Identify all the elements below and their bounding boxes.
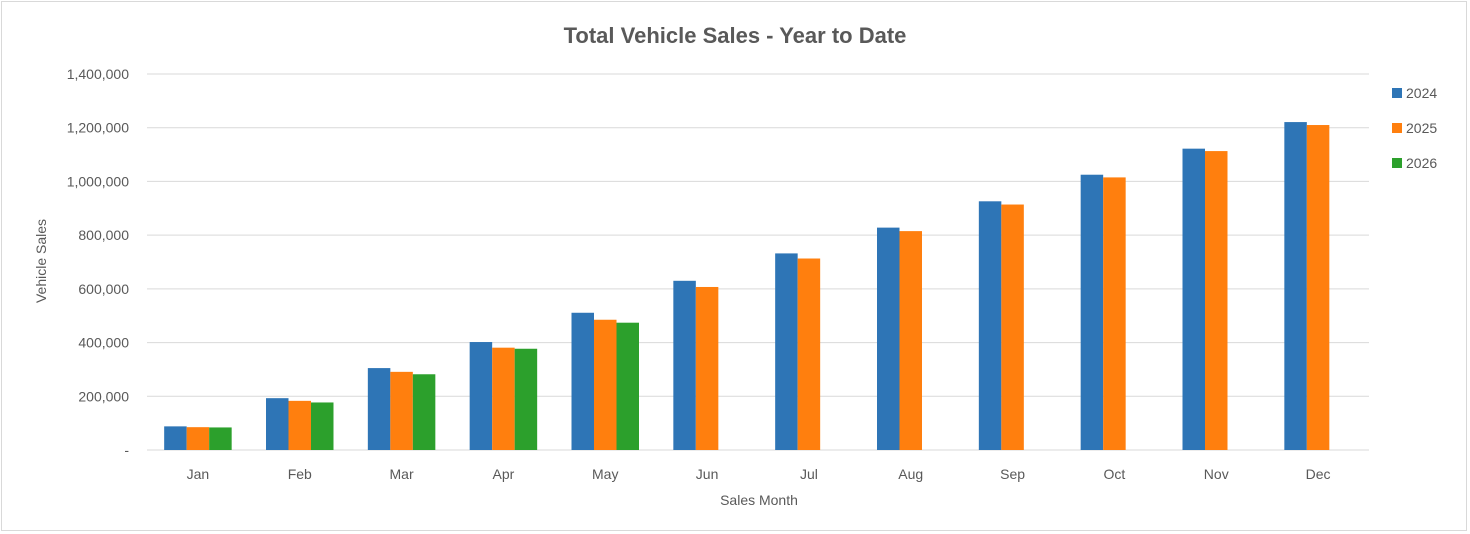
bar-2025-Jul [797, 258, 821, 450]
x-tick-label: Apr [493, 466, 515, 482]
x-tick-label: Sep [1000, 466, 1025, 482]
bar-2024-Aug [877, 227, 900, 450]
legend-swatch-2025 [1392, 123, 1402, 133]
bar-2024-May [571, 312, 594, 450]
x-tick-label: Jul [800, 466, 818, 482]
y-tick-label: 200,000 [78, 388, 129, 404]
y-tick-label: 1,000,000 [67, 173, 129, 189]
legend-label-2026: 2026 [1406, 155, 1437, 171]
bar-2025-Feb [288, 400, 311, 450]
legend-label-2024: 2024 [1406, 85, 1437, 101]
y-axis-ticks: - 200,000 400,000 600,000 800,000 1,000,000 1,… [67, 66, 130, 458]
bar-2025-Oct [1103, 177, 1126, 450]
bar-2024-Feb [266, 398, 289, 450]
bar-2025-May [594, 319, 617, 450]
legend-label-2025: 2025 [1406, 120, 1437, 136]
bar-2025-Jun [695, 286, 719, 450]
x-tick-label: Nov [1204, 466, 1229, 482]
bar-2025-Dec [1306, 125, 1330, 451]
bar-2026-Mar [412, 374, 436, 450]
x-tick-label: Aug [898, 466, 923, 482]
gridlines [147, 73, 1369, 451]
x-tick-label: Jan [187, 466, 210, 482]
bar-2024-Mar [367, 368, 391, 450]
y-tick-label: 600,000 [78, 281, 129, 297]
bar-2024-Jun [673, 280, 696, 450]
x-tick-label: Mar [390, 466, 414, 482]
y-tick-label: - [124, 442, 129, 458]
bar-2025-Jan [186, 427, 210, 450]
bar-2026-Feb [311, 402, 334, 450]
bar-2024-Sep [978, 201, 1002, 450]
bar-2025-Mar [390, 371, 413, 450]
bars [164, 122, 1330, 451]
legend-swatch-2024 [1392, 88, 1402, 98]
legend: 2024 2025 2026 [1392, 85, 1437, 171]
x-tick-label: Dec [1306, 466, 1331, 482]
chart-title: Total Vehicle Sales - Year to Date [564, 23, 907, 48]
bar-2025-Apr [492, 347, 515, 450]
bar-2026-May [616, 322, 639, 450]
legend-swatch-2026 [1392, 158, 1402, 168]
y-tick-label: 1,400,000 [67, 66, 129, 82]
bar-2024-Nov [1182, 148, 1205, 451]
bar-2024-Jan [164, 426, 187, 450]
y-tick-label: 1,200,000 [67, 120, 129, 136]
x-tick-label: Oct [1104, 466, 1126, 482]
bar-2026-Jan [209, 427, 232, 450]
bar-2026-Apr [514, 348, 538, 450]
y-tick-label: 400,000 [78, 335, 129, 351]
y-axis-label: Vehicle Sales [33, 219, 49, 303]
bar-2025-Sep [1001, 204, 1024, 450]
y-tick-label: 800,000 [78, 227, 129, 243]
x-tick-label: May [592, 466, 618, 482]
bar-2025-Nov [1205, 151, 1228, 450]
bar-2024-Apr [469, 342, 493, 450]
x-axis-label: Sales Month [720, 492, 798, 508]
x-tick-label: Feb [288, 466, 312, 482]
x-tick-label: Jun [696, 466, 719, 482]
bar-2024-Jul [775, 253, 798, 450]
bar-2025-Aug [899, 231, 922, 450]
bar-2024-Oct [1080, 174, 1104, 450]
x-axis-ticks: Jan Feb Mar Apr May Jun Jul Aug Sep Oct Nov Dec [187, 466, 1331, 482]
bar-2024-Dec [1284, 122, 1307, 451]
